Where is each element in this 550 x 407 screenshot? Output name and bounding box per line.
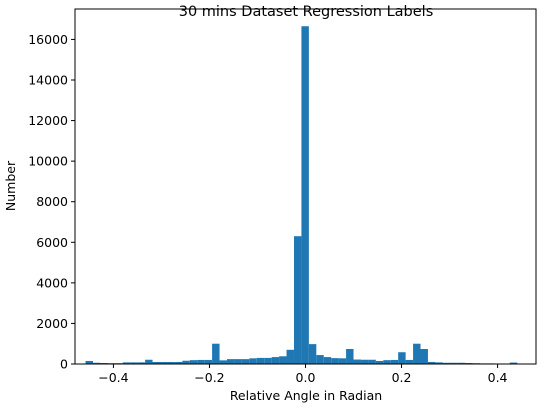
y-tick-label: 14000 [28, 73, 68, 88]
histogram-bar [182, 360, 190, 364]
histogram-bar [375, 360, 384, 364]
histogram-bar [465, 362, 473, 364]
histogram-bar [405, 359, 414, 364]
histogram-bar [93, 362, 101, 364]
histogram-bar [293, 236, 302, 364]
y-tick-label: 6000 [36, 235, 68, 250]
y-tick-label: 10000 [28, 154, 68, 169]
histogram-bar [226, 359, 235, 364]
histogram-bar [286, 349, 294, 364]
histogram-bar [457, 362, 466, 364]
histogram-bar [420, 348, 428, 364]
histogram-bar [189, 360, 198, 364]
histogram-bar [100, 362, 108, 364]
histogram-bar [219, 360, 227, 364]
x-tick-label: −0.2 [194, 370, 224, 385]
histogram-bar [353, 359, 361, 364]
histogram-bar [130, 362, 138, 364]
histogram-bar [398, 352, 406, 364]
y-tick-label: 4000 [36, 275, 68, 290]
histogram-bar [152, 361, 160, 364]
histogram-bar [85, 360, 93, 364]
histogram-bar [145, 359, 153, 364]
histogram-bar [122, 362, 131, 364]
histogram-bar [442, 362, 451, 364]
y-tick-label: 16000 [28, 32, 68, 47]
chart-title: 30 mins Dataset Regression Labels [179, 4, 434, 20]
x-tick-label: 0.4 [488, 370, 508, 385]
histogram-bar [368, 359, 376, 364]
histogram-bar [241, 359, 250, 364]
histogram-bar [167, 361, 175, 364]
histogram-bar [509, 362, 518, 364]
x-axis: −0.4 −0.2 0.0 0.2 0.4 [98, 364, 508, 385]
histogram-bar [174, 361, 183, 364]
x-tick-label: 0.2 [392, 370, 412, 385]
histogram-bar [308, 344, 317, 364]
y-axis-label: Number [3, 160, 18, 211]
histogram-bar [271, 357, 280, 364]
histogram-bar [249, 358, 257, 364]
histogram-bar [338, 358, 347, 364]
x-tick-label: 0.0 [296, 370, 316, 385]
bars-layer [85, 26, 518, 365]
histogram-bar [301, 26, 309, 365]
y-axis: 0 2000 4000 6000 8000 10000 12000 14000 16000 [28, 32, 75, 372]
histogram-bar [390, 359, 399, 364]
histogram-bar [160, 361, 168, 364]
histogram-bar [427, 361, 436, 364]
histogram-bar [279, 356, 287, 364]
histogram-bar [197, 359, 205, 364]
histogram-bar [360, 359, 369, 364]
histogram-bar [256, 357, 265, 364]
y-tick-label: 2000 [36, 316, 68, 331]
histogram-bar [435, 362, 443, 364]
histogram-bar [413, 343, 421, 364]
x-tick-label: −0.4 [98, 370, 128, 385]
y-tick-label: 12000 [28, 113, 68, 128]
x-axis-label: Relative Angle in Radian [230, 388, 382, 403]
histogram-bar [234, 359, 242, 364]
histogram-bar [204, 359, 213, 364]
histogram-bar [450, 362, 458, 364]
y-tick-label: 0 [60, 357, 68, 372]
y-tick-label: 8000 [36, 194, 68, 209]
histogram-bar [323, 357, 332, 364]
histogram-bar [383, 360, 391, 364]
histogram-bar [316, 355, 324, 364]
histogram-bar [212, 343, 220, 364]
histogram-bar [264, 357, 272, 364]
histogram-bar [331, 358, 339, 364]
histogram-bar [346, 348, 354, 364]
histogram-bar [137, 362, 146, 364]
